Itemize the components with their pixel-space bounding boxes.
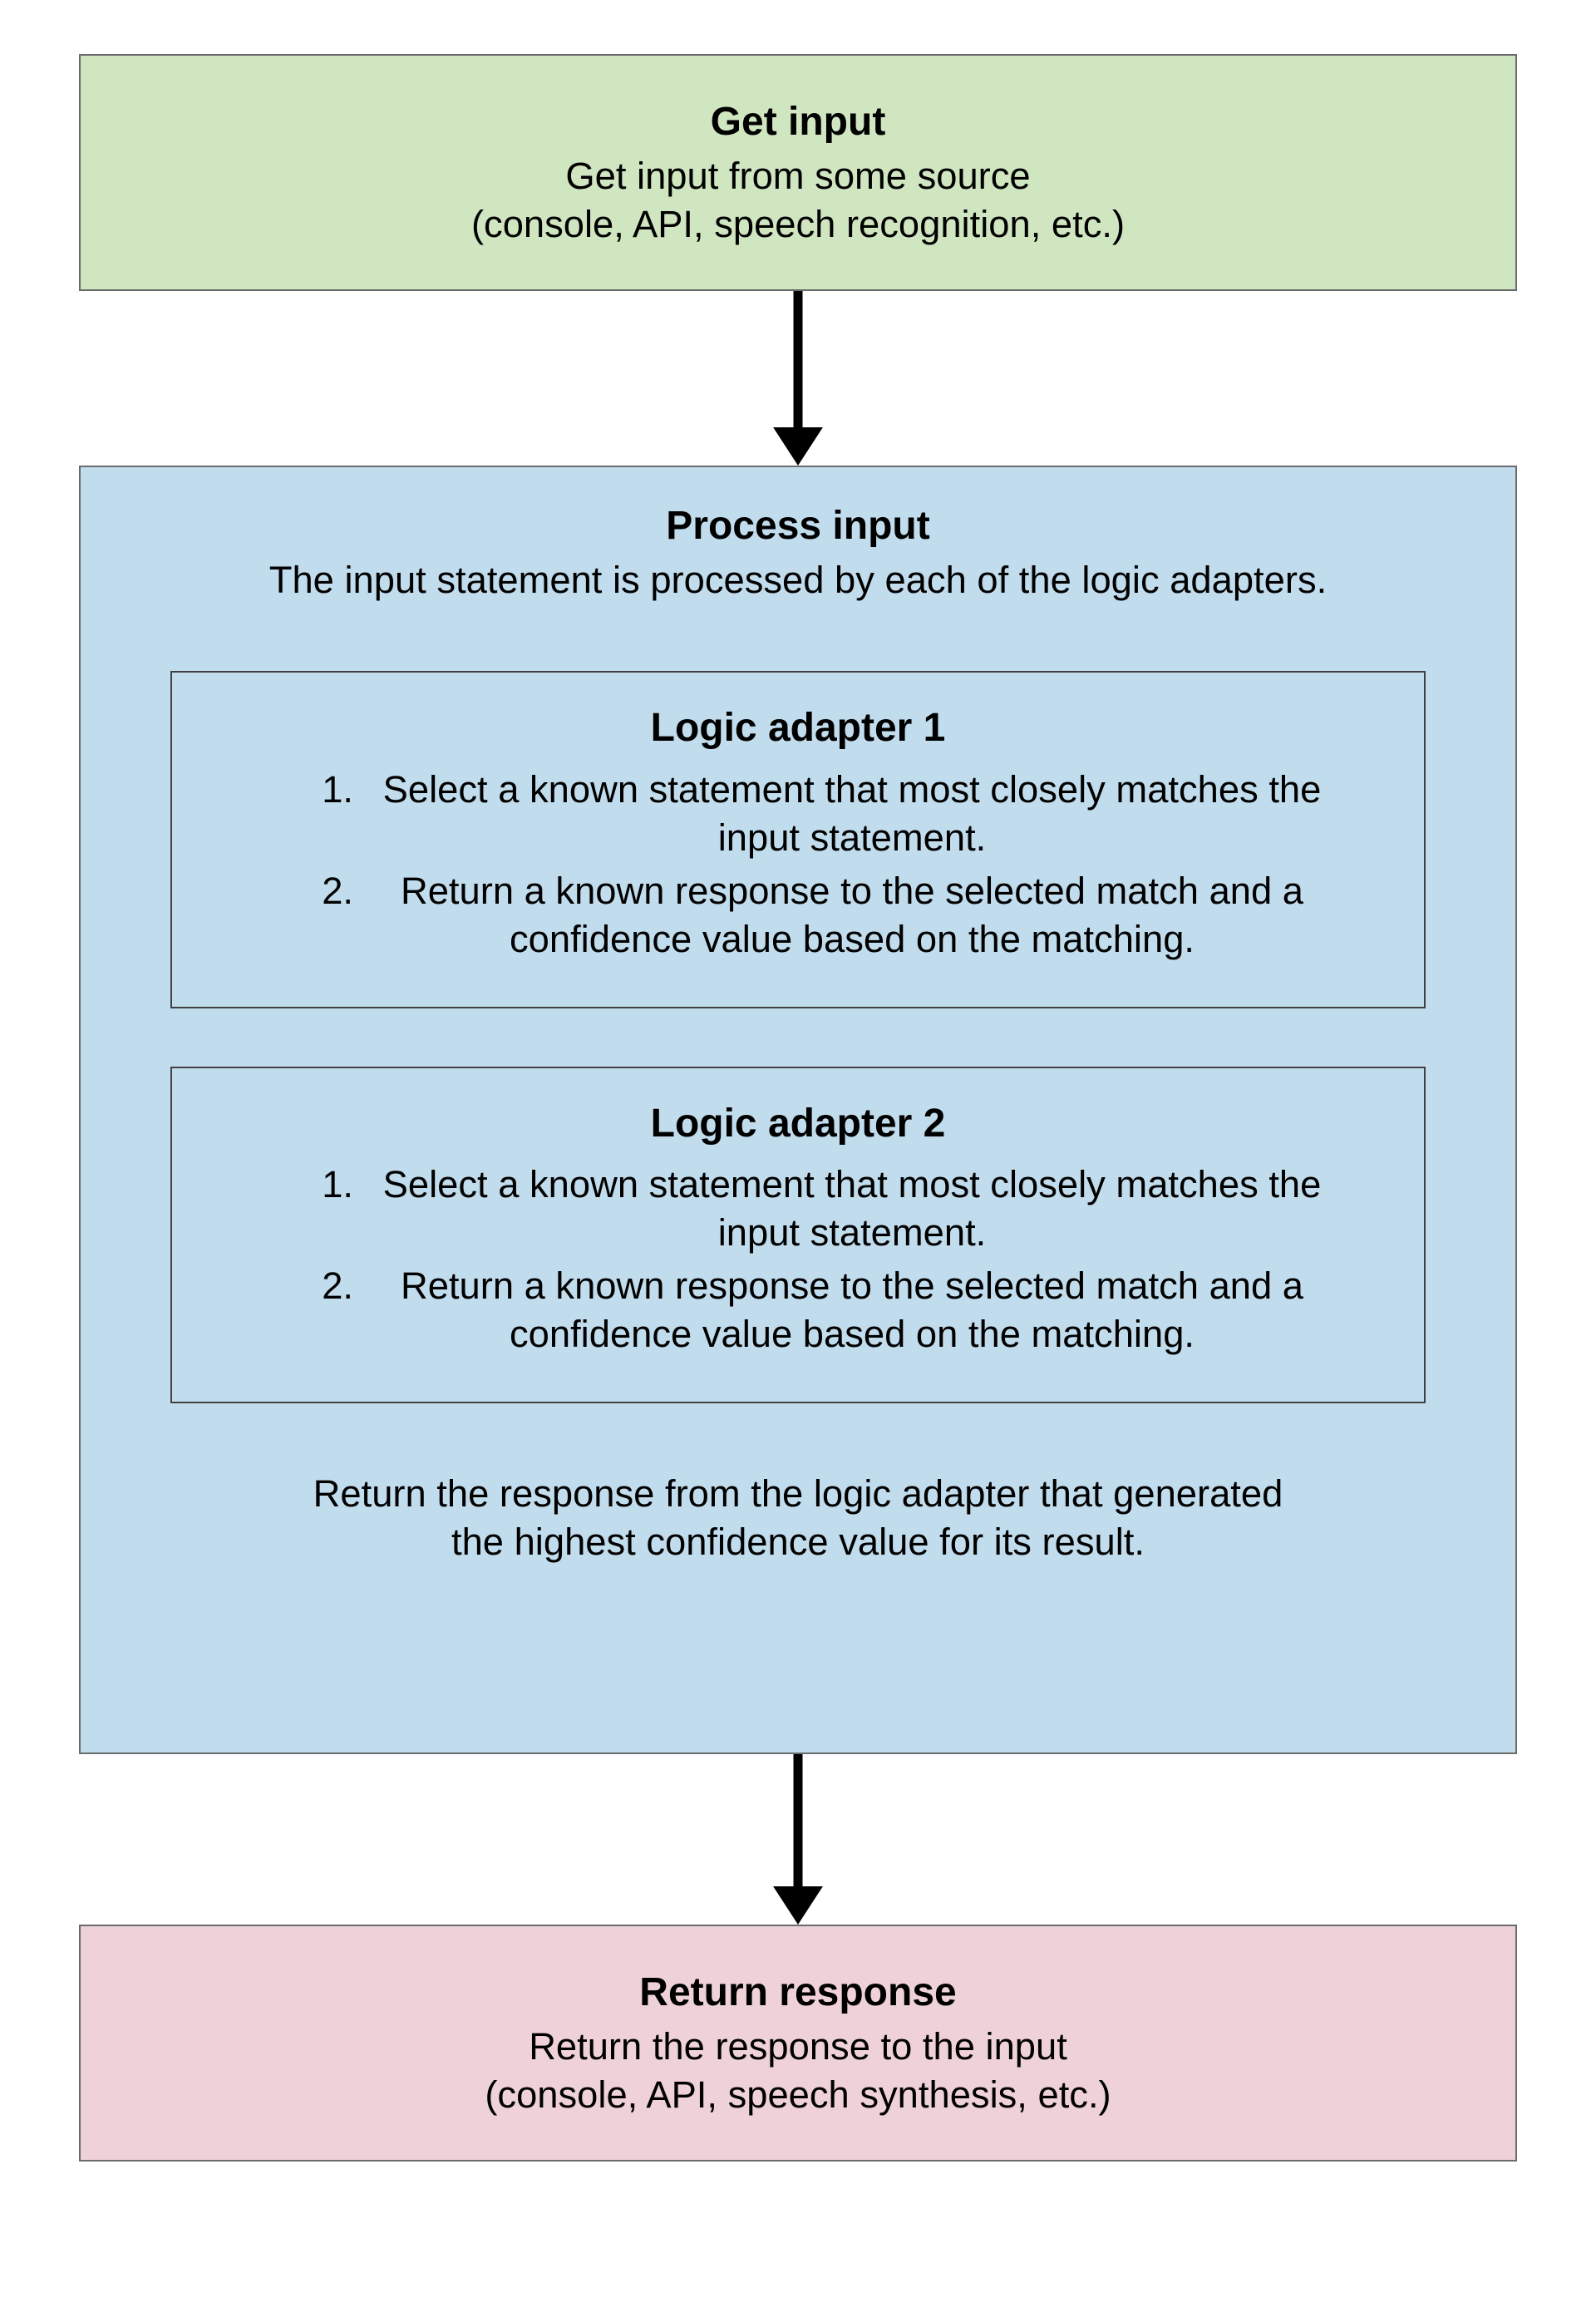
node-process-input-footer2: the highest confidence value for its res… [131,1518,1465,1566]
node-return-response-line2: (console, API, speech synthesis, etc.) [485,2071,1111,2119]
flowchart-canvas: Get input Get input from some source (co… [0,0,1596,2307]
logic-adapter-2: Logic adapter 2 1. Select a known statem… [170,1067,1426,1404]
node-process-input-footer1: Return the response from the logic adapt… [131,1470,1465,1518]
list-number: 2. [322,1262,367,1358]
node-process-input-subtitle: The input statement is processed by each… [131,556,1465,604]
node-return-response-title: Return response [639,1967,956,2018]
node-get-input-title: Get input [711,96,886,147]
node-get-input: Get input Get input from some source (co… [79,54,1517,291]
list-number: 1. [322,1161,367,1257]
arrow-input-to-process [760,291,836,466]
logic-adapter-1-step1: Select a known statement that most close… [367,766,1382,862]
arrow-process-to-output [760,1754,836,1925]
node-process-input-title: Process input [131,500,1465,551]
logic-adapter-1-title: Logic adapter 1 [214,702,1382,753]
node-return-response: Return response Return the response to t… [79,1925,1517,2162]
node-process-input: Process input The input statement is pro… [79,466,1517,1754]
logic-adapter-1-steps: 1. Select a known statement that most cl… [214,766,1382,964]
node-get-input-line2: (console, API, speech recognition, etc.) [471,200,1125,249]
list-number: 2. [322,867,367,964]
logic-adapter-2-steps: 1. Select a known statement that most cl… [214,1161,1382,1358]
logic-adapter-2-step1: Select a known statement that most close… [367,1161,1382,1257]
logic-adapter-2-step2: Return a known response to the selected … [367,1262,1382,1358]
list-number: 1. [322,766,367,862]
node-return-response-line1: Return the response to the input [529,2023,1067,2071]
logic-adapter-1: Logic adapter 1 1. Select a known statem… [170,671,1426,1008]
node-get-input-line1: Get input from some source [565,152,1030,200]
logic-adapter-1-step2: Return a known response to the selected … [367,867,1382,964]
logic-adapter-2-title: Logic adapter 2 [214,1098,1382,1149]
